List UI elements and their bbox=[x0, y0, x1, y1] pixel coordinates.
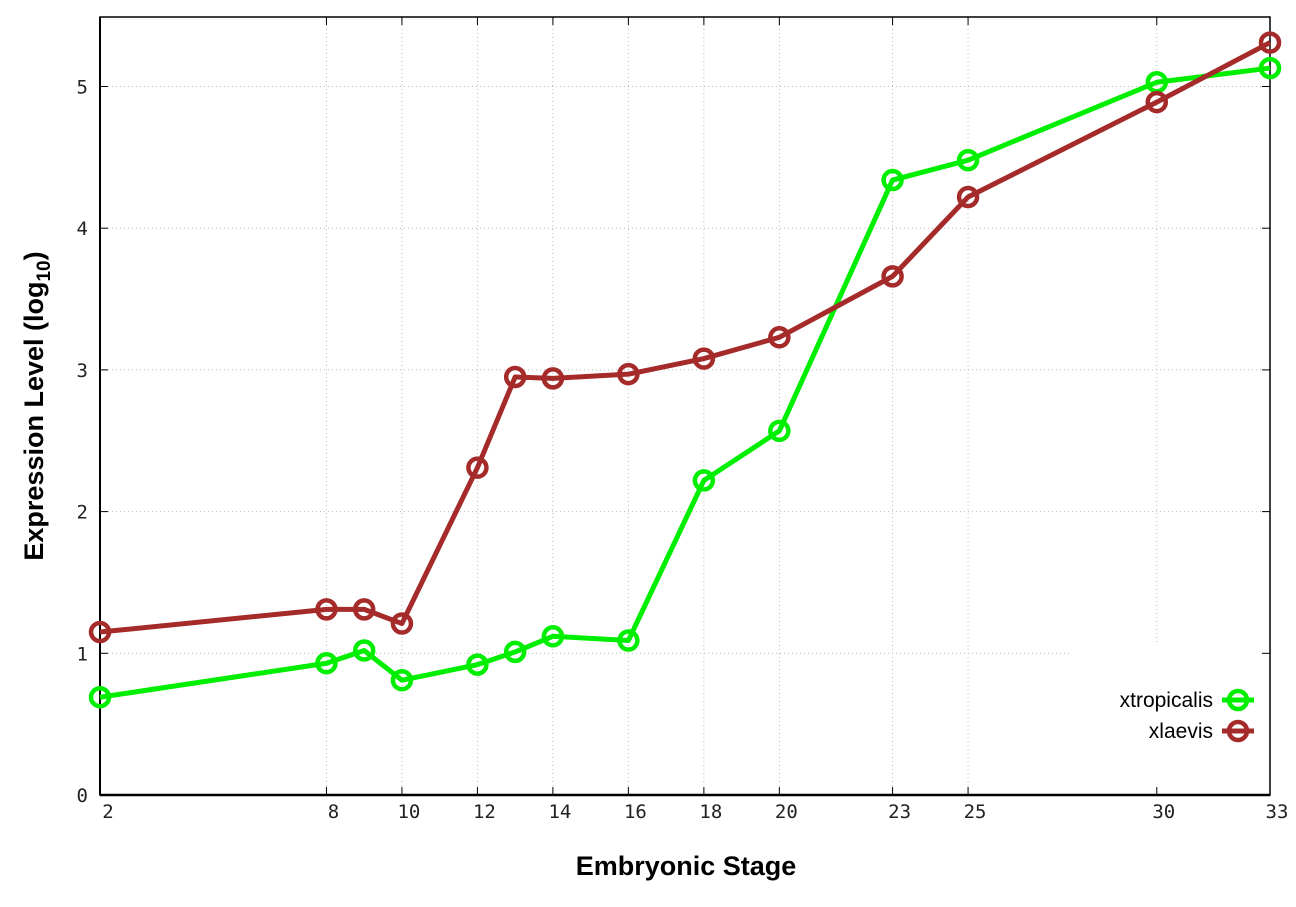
data-point-xlaevis bbox=[466, 456, 489, 479]
x-tick-label: 2 bbox=[102, 801, 113, 823]
data-point-xtropicalis bbox=[881, 168, 904, 192]
legend-marker-xtropicalis bbox=[1226, 688, 1250, 712]
data-point-xtropicalis bbox=[503, 640, 527, 664]
legend: xtropicalis xlaevis bbox=[1120, 688, 1254, 743]
data-point-xlaevis bbox=[541, 367, 565, 390]
x-tick-label: 16 bbox=[624, 801, 647, 823]
x-tick-label: 18 bbox=[699, 801, 722, 823]
data-point-xlaevis bbox=[956, 185, 980, 209]
y-tick-label: 0 bbox=[77, 785, 88, 807]
x-tick-label: 10 bbox=[397, 801, 420, 823]
data-point-xtropicalis bbox=[466, 653, 489, 676]
data-point-xlaevis bbox=[88, 620, 112, 644]
series-line-xlaevis bbox=[99, 40, 1272, 635]
data-point-xtropicalis bbox=[617, 629, 640, 652]
x-tick-label: 25 bbox=[964, 801, 987, 823]
data-point-xtropicalis bbox=[315, 651, 338, 675]
data-point-xlaevis bbox=[692, 347, 716, 370]
data-point-xlaevis bbox=[503, 365, 527, 389]
series-line-xtropicalis bbox=[99, 65, 1271, 700]
data-point-xlaevis bbox=[390, 612, 414, 635]
y-tick-label: 3 bbox=[77, 360, 88, 382]
y-tick-label: 5 bbox=[77, 77, 88, 99]
data-point-xtropicalis bbox=[1258, 56, 1282, 80]
data-point-xlaevis bbox=[768, 326, 791, 349]
data-point-xlaevis bbox=[881, 265, 904, 288]
y-axis-label-main: Expression Level (log bbox=[19, 282, 49, 561]
y-axis-label: Expression Level (log10) bbox=[19, 251, 55, 560]
data-point-xtropicalis bbox=[768, 419, 791, 443]
x-tick-label: 14 bbox=[548, 801, 571, 823]
y-tick-label: 4 bbox=[77, 218, 88, 240]
legend-label-xlaevis: xlaevis bbox=[1149, 720, 1213, 743]
y-tick-label: 1 bbox=[77, 643, 88, 665]
y-axis-label-end: ) bbox=[19, 251, 49, 260]
data-point-xlaevis bbox=[315, 598, 338, 621]
data-point-xlaevis bbox=[617, 362, 640, 386]
y-axis-label-subscript: 10 bbox=[34, 260, 55, 281]
grid bbox=[100, 17, 1270, 795]
x-tick-label: 23 bbox=[888, 801, 911, 823]
x-tick-label: 30 bbox=[1152, 801, 1175, 823]
data-point-xtropicalis bbox=[390, 668, 414, 692]
x-tick-label: 12 bbox=[473, 801, 496, 823]
data-point-xlaevis bbox=[1258, 31, 1282, 54]
data-point-xlaevis bbox=[1145, 90, 1169, 114]
x-tick-label: 20 bbox=[775, 801, 798, 823]
x-tick-label: 33 bbox=[1266, 801, 1289, 823]
data-point-xtropicalis bbox=[88, 685, 112, 709]
legend-background bbox=[1072, 645, 1269, 794]
x-tick-label: 8 bbox=[328, 801, 339, 823]
data-point-xtropicalis bbox=[692, 469, 716, 492]
series-group bbox=[88, 31, 1282, 709]
data-point-xtropicalis bbox=[352, 639, 376, 662]
legend-label-xtropicalis: xtropicalis bbox=[1120, 689, 1213, 712]
data-point-xlaevis bbox=[352, 598, 376, 621]
legend-marker-xlaevis bbox=[1226, 719, 1250, 743]
x-axis-label: Embryonic Stage bbox=[576, 851, 797, 881]
data-point-xtropicalis bbox=[956, 148, 980, 172]
data-point-xtropicalis bbox=[541, 625, 565, 648]
y-tick-label: 2 bbox=[77, 502, 88, 524]
